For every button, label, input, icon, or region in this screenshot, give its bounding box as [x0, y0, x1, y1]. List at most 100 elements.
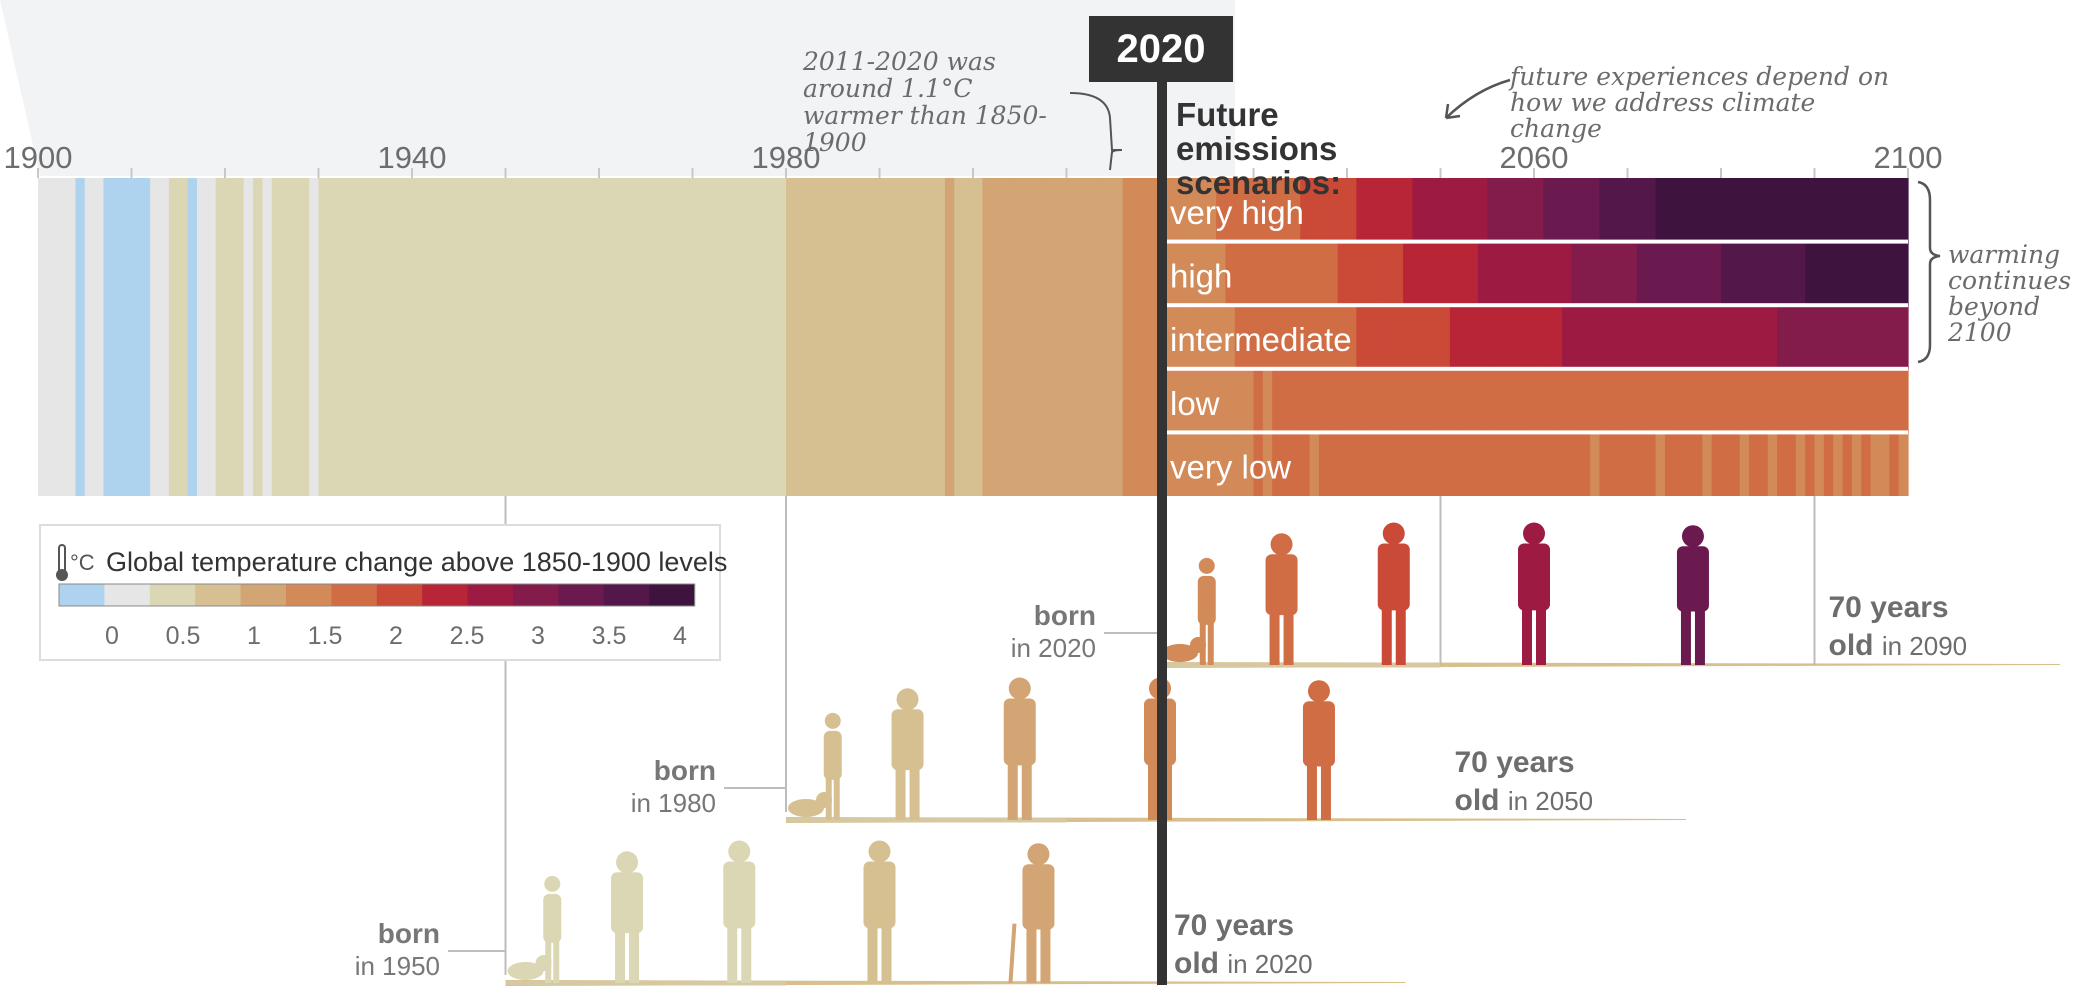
scenario-stripe [1225, 368, 1236, 433]
scenario-stripe [1683, 305, 1694, 369]
person-body-icon [1197, 575, 1216, 625]
scenario-stripe [1879, 432, 1890, 496]
age-year: in 2090 [1882, 631, 1967, 661]
scenario-stripe [1777, 432, 1788, 496]
scenario-stripe [1730, 241, 1741, 306]
scenario-stripe [1290, 432, 1301, 496]
scenario-stripe [1272, 368, 1283, 433]
scenario-stripe [1674, 178, 1685, 242]
legend-swatch [104, 584, 151, 606]
scenario-stripe [1421, 305, 1432, 369]
scenario-stripe [1683, 432, 1694, 496]
scenario-stripe [1365, 368, 1376, 433]
scenario-stripe [1590, 305, 1601, 369]
scenario-stripe [1749, 432, 1759, 496]
scenario-stripe [1636, 368, 1647, 433]
person-head-icon [868, 840, 891, 863]
scenario-stripe [1318, 241, 1329, 306]
age-year-label: old in 2090 [1829, 629, 1968, 662]
legend-swatch-border [58, 583, 696, 607]
historical-stripe [84, 178, 95, 496]
scenario-stripe [1833, 241, 1844, 306]
x-axis: 1900 1940 1980 2060 2100 [4, 140, 1942, 178]
scenario-stripe [1758, 305, 1769, 369]
scenario-stripe [1562, 305, 1572, 369]
scenario-stripe [1440, 178, 1451, 242]
historical-stripe [1019, 178, 1030, 496]
historical-stripe [38, 178, 48, 496]
historical-stripe [524, 178, 535, 496]
historical-stripe [991, 178, 1002, 496]
scenario-stripe [1814, 368, 1825, 433]
legend-swatch [195, 584, 242, 606]
scenario-stripe [1524, 178, 1535, 242]
scenario-stripe [1571, 241, 1582, 306]
scenario-stripe [1590, 178, 1601, 242]
scenario-stripe [1477, 305, 1488, 369]
legend-swatch [422, 584, 469, 606]
scenario-stripe [1216, 368, 1227, 433]
scenario-stripe [1403, 432, 1414, 496]
scenario-stripe [1328, 241, 1339, 306]
person-body-icon [1003, 698, 1036, 766]
scenario-stripe [1309, 368, 1320, 433]
scenario-stripe [1393, 178, 1404, 242]
scenario-stripe [1692, 368, 1703, 433]
scenario-stripe [1281, 241, 1292, 306]
scenario-stripe [1786, 241, 1797, 306]
scenario-stripe [1692, 178, 1703, 242]
scenario-stripe [1580, 432, 1591, 496]
scenario-stripe [1861, 368, 1872, 433]
scenario-stripe [1898, 241, 1909, 306]
background-shape [0, 0, 1235, 176]
age-word: old [1455, 784, 1508, 817]
legend-swatch [376, 584, 423, 606]
scenario-stripe [1468, 305, 1479, 369]
historical-stripe [1047, 178, 1058, 496]
scenario-stripe [1795, 241, 1806, 306]
person-leg-icon [1320, 764, 1331, 820]
scenario-stripe [1244, 432, 1255, 496]
scenario-label: very high [1170, 194, 1304, 231]
scenario-stripe [1477, 241, 1488, 306]
scenario-stripe [1169, 241, 1180, 306]
scenario-stripe [1842, 432, 1853, 496]
scenario-stripe [1580, 178, 1591, 242]
person-head-icon [1270, 533, 1293, 556]
scenario-stripe [1814, 432, 1825, 496]
scenario-stripe [1459, 368, 1470, 433]
historical-stripe [711, 178, 722, 496]
age-year-label: old in 2050 [1455, 784, 1594, 817]
scenario-stripe [1749, 178, 1759, 242]
scenario-stripe [1543, 178, 1554, 242]
person-leg-icon [1680, 609, 1691, 665]
historical-stripe [729, 178, 740, 496]
scenario-stripe [1552, 178, 1563, 242]
scenario-stripe [1580, 241, 1591, 306]
historical-stripe [440, 178, 450, 496]
scenario-stripe [1646, 305, 1657, 369]
legend-tick-label: 4 [673, 622, 687, 650]
historical-stripe [767, 178, 778, 496]
scenario-stripe [1375, 432, 1385, 496]
overlay [1069, 78, 1941, 985]
scenario-stripe [1290, 178, 1301, 242]
scenario-divider [1166, 303, 1908, 308]
scenario-stripe [1580, 368, 1591, 433]
historical-stripe [655, 178, 666, 496]
historical-stripe [935, 178, 946, 496]
scenario-stripe [1861, 241, 1872, 306]
scenario-stripe [1188, 178, 1198, 242]
scenario-stripe [1664, 305, 1675, 369]
scenario-stripe [1898, 178, 1909, 242]
legend-tick-label: 1 [247, 622, 261, 650]
person-body-icon [1022, 864, 1055, 930]
scenario-stripe [1571, 305, 1582, 369]
scenario-stripe [1861, 432, 1872, 496]
historical-stripe [1122, 178, 1133, 496]
scenario-stripe [1795, 368, 1806, 433]
person-leg-icon [1381, 607, 1392, 665]
scenario-stripe [1272, 432, 1283, 496]
historical-stripe [757, 178, 768, 496]
